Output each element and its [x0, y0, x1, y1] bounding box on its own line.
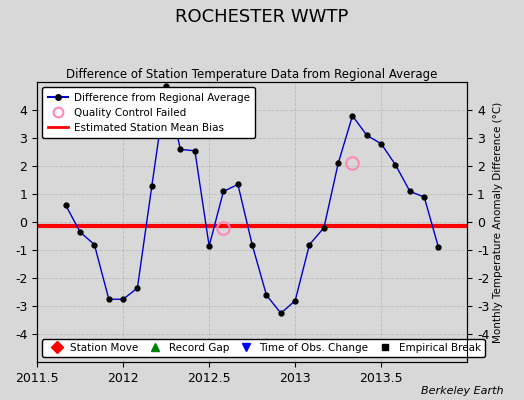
Title: Difference of Station Temperature Data from Regional Average: Difference of Station Temperature Data f…	[67, 68, 438, 81]
Y-axis label: Monthly Temperature Anomaly Difference (°C): Monthly Temperature Anomaly Difference (…	[494, 102, 504, 343]
Text: Berkeley Earth: Berkeley Earth	[421, 386, 503, 396]
Legend: Station Move, Record Gap, Time of Obs. Change, Empirical Break: Station Move, Record Gap, Time of Obs. C…	[42, 339, 485, 357]
Text: ROCHESTER WWTP: ROCHESTER WWTP	[176, 8, 348, 26]
